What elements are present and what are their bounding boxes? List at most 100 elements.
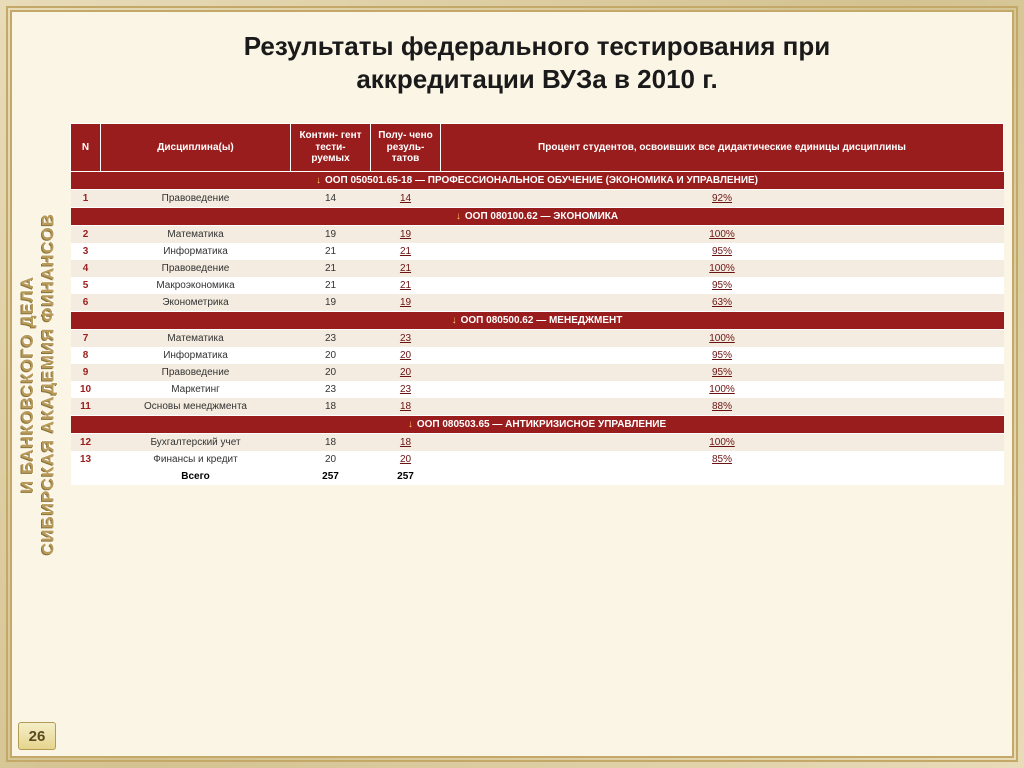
col-results: Полу- чено резуль- татов [371, 124, 441, 172]
table-row: 1Правоведение141492% [71, 189, 1004, 207]
cell-pct[interactable]: 92% [441, 189, 1004, 207]
cell-res[interactable]: 18 [371, 433, 441, 451]
cell-disc: Основы менеджмента [101, 398, 291, 416]
cell-res[interactable]: 14 [371, 189, 441, 207]
cell-res[interactable]: 19 [371, 294, 441, 312]
table-row: 5Макроэкономика212195% [71, 277, 1004, 294]
cell-disc: Информатика [101, 243, 291, 260]
cell-pct[interactable]: 85% [441, 451, 1004, 468]
group-title: ↓ ООП 080503.65 — АНТИКРИЗИСНОЕ УПРАВЛЕНИ… [71, 415, 1004, 433]
group-title-text: ООП 080500.62 — МЕНЕДЖМЕНТ [461, 315, 623, 326]
group-title-text: ООП 080100.62 — ЭКОНОМИКА [465, 211, 618, 222]
group-header-row: ↓ ООП 080500.62 — МЕНЕДЖМЕНТ [71, 311, 1004, 329]
cell-res[interactable]: 19 [371, 225, 441, 243]
cell-res[interactable]: 18 [371, 398, 441, 416]
title-line2: аккредитации ВУЗа в 2010 г. [356, 64, 717, 94]
results-table: N Дисциплина(ы) Контин- гент тести- руем… [70, 123, 1004, 485]
table-row: 11Основы менеджмента181888% [71, 398, 1004, 416]
table-row: 8Информатика202095% [71, 347, 1004, 364]
title-line1: Результаты федерального тестирования при [244, 31, 831, 61]
cell-disc: Информатика [101, 347, 291, 364]
cell-res[interactable]: 20 [371, 451, 441, 468]
group-title-text: ООП 080503.65 — АНТИКРИЗИСНОЕ УПРАВЛЕНИЕ [417, 419, 666, 430]
expand-arrow-icon: ↓ [316, 175, 321, 186]
cell-res[interactable]: 21 [371, 243, 441, 260]
col-contingent: Контин- гент тести- руемых [291, 124, 371, 172]
expand-arrow-icon: ↓ [456, 211, 461, 222]
cell-res[interactable]: 23 [371, 329, 441, 347]
group-title: ↓ ООП 080500.62 — МЕНЕДЖМЕНТ [71, 311, 1004, 329]
page-number-badge: 26 [18, 722, 56, 750]
cell-pct[interactable]: 95% [441, 243, 1004, 260]
col-percent: Процент студентов, освоивших все дидакти… [441, 124, 1004, 172]
cell-pct[interactable]: 95% [441, 277, 1004, 294]
cell-cont: 23 [291, 329, 371, 347]
table-row: 3Информатика212195% [71, 243, 1004, 260]
cell-res[interactable]: 20 [371, 347, 441, 364]
group-title: ↓ ООП 080100.62 — ЭКОНОМИКА [71, 207, 1004, 225]
sidebar-org-name: СИБИРСКАЯ АКАДЕМИЯ ФИНАНСОВ И БАНКОВСКОГ… [18, 213, 59, 555]
table-row: 10Маркетинг2323100% [71, 381, 1004, 398]
table-row: 4Правоведение2121100% [71, 260, 1004, 277]
total-label: Всего [101, 468, 291, 485]
group-header-row: ↓ ООП 080100.62 — ЭКОНОМИКА [71, 207, 1004, 225]
cell-cont: 21 [291, 277, 371, 294]
table-row: 7Математика2323100% [71, 329, 1004, 347]
cell-res[interactable]: 21 [371, 260, 441, 277]
table-row: 9Правоведение202095% [71, 364, 1004, 381]
cell-pct[interactable]: 95% [441, 364, 1004, 381]
expand-arrow-icon: ↓ [452, 315, 457, 326]
cell-cont: 18 [291, 433, 371, 451]
cell-disc: Правоведение [101, 189, 291, 207]
cell-pct[interactable]: 100% [441, 225, 1004, 243]
total-cont: 257 [291, 468, 371, 485]
cell-disc: Математика [101, 329, 291, 347]
col-discipline: Дисциплина(ы) [101, 124, 291, 172]
cell-pct[interactable]: 88% [441, 398, 1004, 416]
cell-cont: 20 [291, 364, 371, 381]
cell-disc: Правоведение [101, 364, 291, 381]
group-title-text: ООП 050501.65-18 — ПРОФЕССИОНАЛЬНОЕ ОБУЧ… [325, 175, 758, 186]
table-row: 12Бухгалтерский учет1818100% [71, 433, 1004, 451]
cell-pct[interactable]: 100% [441, 381, 1004, 398]
cell-pct[interactable]: 100% [441, 260, 1004, 277]
cell-disc: Маркетинг [101, 381, 291, 398]
cell-n: 1 [71, 189, 101, 207]
group-title: ↓ ООП 050501.65-18 — ПРОФЕССИОНАЛЬНОЕ ОБУ… [71, 171, 1004, 189]
cell-n: 5 [71, 277, 101, 294]
cell-n: 12 [71, 433, 101, 451]
total-row: Всего257257 [71, 468, 1004, 485]
cell-pct[interactable]: 95% [441, 347, 1004, 364]
page-number: 26 [29, 728, 46, 745]
cell-disc: Бухгалтерский учет [101, 433, 291, 451]
cell-disc: Финансы и кредит [101, 451, 291, 468]
cell-res[interactable]: 21 [371, 277, 441, 294]
cell-n: 9 [71, 364, 101, 381]
cell-res[interactable]: 23 [371, 381, 441, 398]
cell-disc: Макроэкономика [101, 277, 291, 294]
cell-pct[interactable]: 63% [441, 294, 1004, 312]
cell-res[interactable]: 20 [371, 364, 441, 381]
cell-cont: 21 [291, 260, 371, 277]
cell-n: 2 [71, 225, 101, 243]
cell-n: 7 [71, 329, 101, 347]
slide-content: Результаты федерального тестирования при… [70, 30, 1004, 485]
cell-n: 3 [71, 243, 101, 260]
table-row: 6Эконометрика191963% [71, 294, 1004, 312]
cell-n: 10 [71, 381, 101, 398]
table-row: 13Финансы и кредит202085% [71, 451, 1004, 468]
table-row: 2Математика1919100% [71, 225, 1004, 243]
cell-cont: 19 [291, 294, 371, 312]
expand-arrow-icon: ↓ [408, 419, 413, 430]
group-header-row: ↓ ООП 050501.65-18 — ПРОФЕССИОНАЛЬНОЕ ОБУ… [71, 171, 1004, 189]
cell-pct[interactable]: 100% [441, 433, 1004, 451]
cell-cont: 21 [291, 243, 371, 260]
cell-disc: Эконометрика [101, 294, 291, 312]
cell-cont: 14 [291, 189, 371, 207]
cell-n: 11 [71, 398, 101, 416]
total-blank [71, 468, 101, 485]
cell-disc: Правоведение [101, 260, 291, 277]
cell-n: 13 [71, 451, 101, 468]
cell-cont: 19 [291, 225, 371, 243]
cell-pct[interactable]: 100% [441, 329, 1004, 347]
